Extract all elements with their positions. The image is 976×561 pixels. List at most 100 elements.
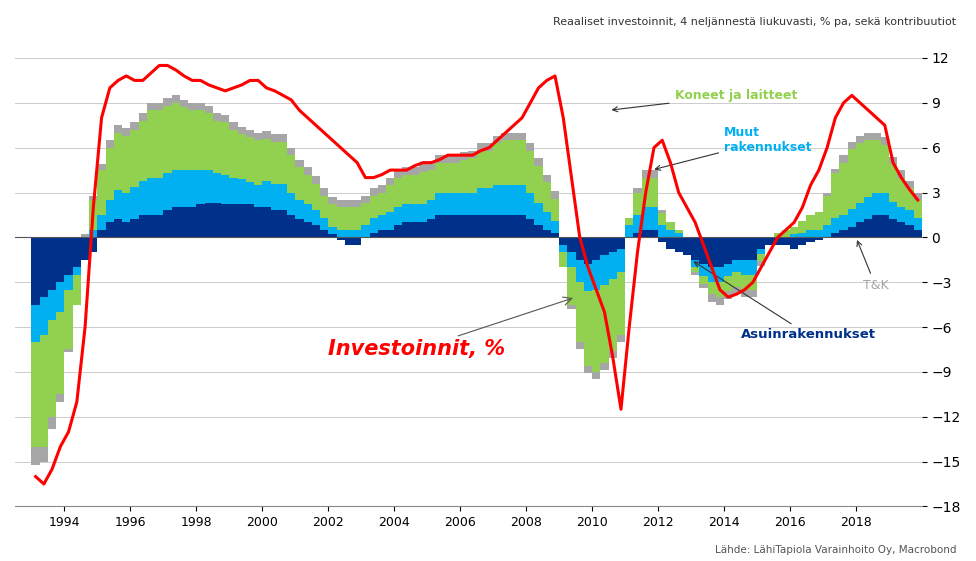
Bar [609,237,617,252]
Bar [708,267,715,282]
Bar [196,103,205,111]
Bar [518,185,526,215]
Bar [452,163,461,192]
Bar [468,192,476,215]
Bar [188,208,196,237]
Bar [914,218,922,230]
Bar [757,261,765,266]
Bar [98,215,105,230]
Bar [370,233,378,237]
Bar [468,215,476,237]
Bar [435,215,444,237]
Bar [790,237,798,249]
Bar [617,272,625,334]
Bar [485,215,493,237]
Text: Reaaliset investoinnit, 4 neljännestä liukuvasti, % pa, sekä kontribuutiot: Reaaliset investoinnit, 4 neljännestä li… [553,17,956,27]
Bar [237,127,246,134]
Bar [378,230,386,237]
Bar [667,222,674,230]
Bar [205,113,213,170]
Bar [57,394,64,402]
Bar [411,222,419,237]
Bar [31,237,40,305]
Bar [180,208,188,237]
Bar [576,342,584,350]
Bar [832,173,839,218]
Bar [906,226,914,237]
Bar [806,237,815,242]
Bar [741,237,749,260]
Bar [328,227,337,234]
Bar [567,237,576,252]
Bar [105,148,114,200]
Bar [839,215,848,230]
Bar [550,191,559,199]
Bar [641,170,650,178]
Bar [732,237,741,260]
Bar [213,113,222,121]
Bar [64,289,72,350]
Bar [674,237,683,252]
Bar [345,208,353,230]
Bar [502,185,509,215]
Bar [155,111,163,178]
Bar [122,136,131,192]
Bar [48,417,57,429]
Bar [139,181,147,215]
Bar [683,237,691,255]
Bar [304,167,311,174]
Bar [526,192,535,219]
Bar [444,163,452,192]
Bar [163,173,172,210]
Bar [131,219,139,237]
Bar [57,312,64,394]
Bar [914,230,922,237]
Bar [114,190,122,219]
Bar [493,143,502,185]
Bar [897,178,906,208]
Bar [815,212,823,230]
Bar [550,221,559,233]
Bar [222,205,229,237]
Bar [296,219,304,237]
Bar [48,289,57,320]
Bar [856,136,864,143]
Bar [667,230,674,237]
Bar [394,170,402,178]
Bar [205,203,213,237]
Bar [633,233,641,237]
Bar [724,264,732,276]
Bar [617,237,625,249]
Bar [658,237,667,242]
Bar [502,215,509,237]
Bar [641,178,650,208]
Bar [254,208,263,237]
Bar [320,196,328,218]
Bar [163,210,172,237]
Bar [641,208,650,230]
Text: Investoinnit, %: Investoinnit, % [328,297,572,360]
Bar [699,276,708,284]
Bar [906,181,914,188]
Bar [40,447,48,462]
Bar [914,192,922,200]
Bar [296,200,304,219]
Bar [188,103,196,111]
Bar [122,192,131,222]
Bar [64,275,72,289]
Bar [147,178,155,215]
Bar [880,215,889,237]
Bar [461,215,468,237]
Bar [270,210,279,237]
Bar [509,140,518,185]
Bar [263,139,270,181]
Bar [889,201,897,219]
Bar [361,226,370,237]
Bar [535,203,543,226]
Bar [196,111,205,170]
Bar [163,98,172,106]
Bar [337,208,345,230]
Bar [394,208,402,226]
Bar [131,187,139,219]
Bar [31,342,40,447]
